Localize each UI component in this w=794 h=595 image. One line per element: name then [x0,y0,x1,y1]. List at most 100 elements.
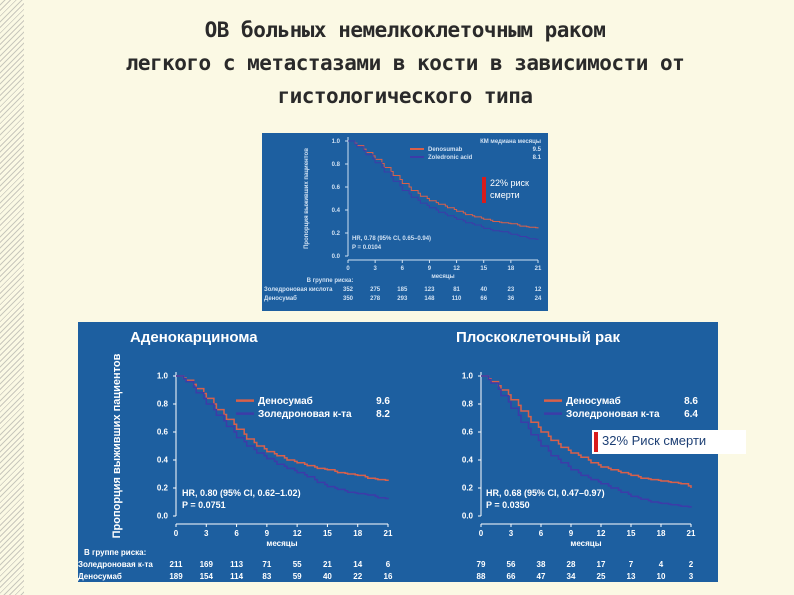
at-risk-value: 6 [386,560,391,569]
x-tick-label: 12 [453,266,460,272]
at-risk-value: 47 [537,572,546,581]
at-risk-value: 169 [200,560,214,569]
overall-chart: Пропорция выживших пациентов 0.0 0.2 0.4 0.6… [264,137,542,302]
x-tick-label: 18 [657,529,666,538]
at-risk-header: В группе риска: [307,278,354,284]
at-risk-row-label: Деносумаб [78,572,122,581]
y-tick-label: 0.4 [157,456,169,465]
y-tick-label: 0.2 [462,484,474,493]
at-risk-value: 36 [508,296,515,302]
at-risk-value: 110 [452,296,462,302]
at-risk-value: 10 [657,572,666,581]
at-risk-value: 66 [507,572,516,581]
stat-annotation: HR, 0.80 (95% CI, 0.62–1.02) [182,488,301,498]
legend-entry: Деносумаб [566,395,621,407]
at-risk-value: 88 [477,572,486,581]
y-tick-label: 0.8 [332,162,341,168]
legend-entry: Золедроновая к-та [566,409,660,420]
at-risk-value: 24 [535,296,542,302]
at-risk-value: 71 [262,560,271,569]
y-tick-label: 1.0 [157,372,169,381]
km-curve-2 [348,140,539,240]
y-tick-label: 0.0 [462,512,474,521]
at-risk-value: 17 [597,560,606,569]
legend-median: 9.5 [533,147,542,153]
at-risk-value: 38 [537,560,546,569]
legend-header: КМ медиана месяцы [480,139,541,145]
chart-title: Аденокарцинома [130,329,258,346]
x-tick-label: 15 [480,266,487,272]
at-risk-value: 13 [627,572,636,581]
histology-charts-panel: Аденокарцинома Пропорция выживших пациент… [78,322,746,582]
x-axis-label: месяцы [431,274,454,280]
y-tick-label: 0.2 [157,484,169,493]
at-risk-value: 16 [384,572,393,581]
at-risk-value: 275 [370,287,381,293]
at-risk-value: 211 [170,560,183,569]
legend-entry: Золедроновая к-та [258,409,352,420]
decorative-border [0,0,24,595]
y-axis-label: Пропорция выживших пациентов [111,353,123,538]
overall-chart-panel: Пропорция выживших пациентов 0.0 0.2 0.4 0.6… [262,133,548,311]
at-risk-value: 4 [659,560,664,569]
at-risk-value: 14 [353,560,362,569]
x-tick-label: 6 [234,529,239,538]
y-axis-label: Пропорция выживших пациентов [304,148,310,249]
page-title: ОВ больных немелкоклеточным раком легког… [40,14,770,113]
y-tick-label: 0.4 [332,208,341,214]
y-tick-label: 0.6 [157,428,169,437]
callout-text: 22% риск [490,178,529,188]
at-risk-row-label: Золедроновая кислота [264,287,333,293]
at-risk-value: 22 [353,572,362,581]
x-tick-label: 0 [479,529,484,538]
legend-median: 6.4 [684,409,698,420]
callout-box [592,430,746,454]
legend-median: 9.6 [376,396,390,407]
at-risk-value: 123 [424,287,435,293]
km-curve-1 [481,375,692,488]
at-risk-row-label: Золедроновая к-та [78,560,153,569]
y-tick-label: 0.6 [332,185,341,191]
x-tick-label: 9 [265,529,270,538]
squamous-chart: Плоскоклеточный рак 0.0 0.2 0.4 0.6 0.8 1.0 0 3 6… [456,329,746,581]
at-risk-value: 40 [480,287,487,293]
x-tick-label: 15 [323,529,332,538]
legend-entry: Denosumab [428,147,463,153]
at-risk-value: 23 [508,287,515,293]
at-risk-value: 148 [424,296,435,302]
chart-title: Плоскоклеточный рак [456,329,620,346]
callout-marker [594,432,598,452]
at-risk-value: 2 [689,560,694,569]
at-risk-value: 79 [477,560,486,569]
at-risk-value: 56 [507,560,516,569]
y-tick-label: 0.4 [462,456,474,465]
x-tick-label: 9 [569,529,574,538]
at-risk-value: 352 [343,287,354,293]
x-axis-label: месяцы [570,539,601,548]
at-risk-value: 81 [453,287,460,293]
at-risk-value: 12 [535,287,542,293]
y-tick-label: 0.8 [157,400,169,409]
x-tick-label: 9 [428,266,432,272]
title-line-1: ОВ больных немелкоклеточным раком [204,18,606,42]
at-risk-value: 350 [343,296,354,302]
x-tick-label: 21 [535,266,542,272]
y-tick-label: 1.0 [462,372,474,381]
x-tick-label: 15 [627,529,636,538]
y-tick-label: 0.8 [462,400,474,409]
at-risk-value: 25 [597,572,606,581]
at-risk-value: 154 [200,572,214,581]
stat-annotation: HR, 0.78 (95% CI, 0.65–0.94) [352,236,431,242]
x-tick-label: 6 [401,266,405,272]
at-risk-value: 114 [230,572,243,581]
x-tick-label: 3 [204,529,209,538]
legend-median: 8.2 [376,409,390,420]
km-curve-1 [176,375,389,482]
at-risk-value: 3 [689,572,694,581]
y-tick-label: 0.0 [332,254,341,260]
at-risk-value: 7 [629,560,634,569]
km-curve-2 [176,375,389,500]
x-tick-label: 3 [373,266,377,272]
x-tick-label: 12 [293,529,302,538]
x-tick-label: 21 [687,529,696,538]
